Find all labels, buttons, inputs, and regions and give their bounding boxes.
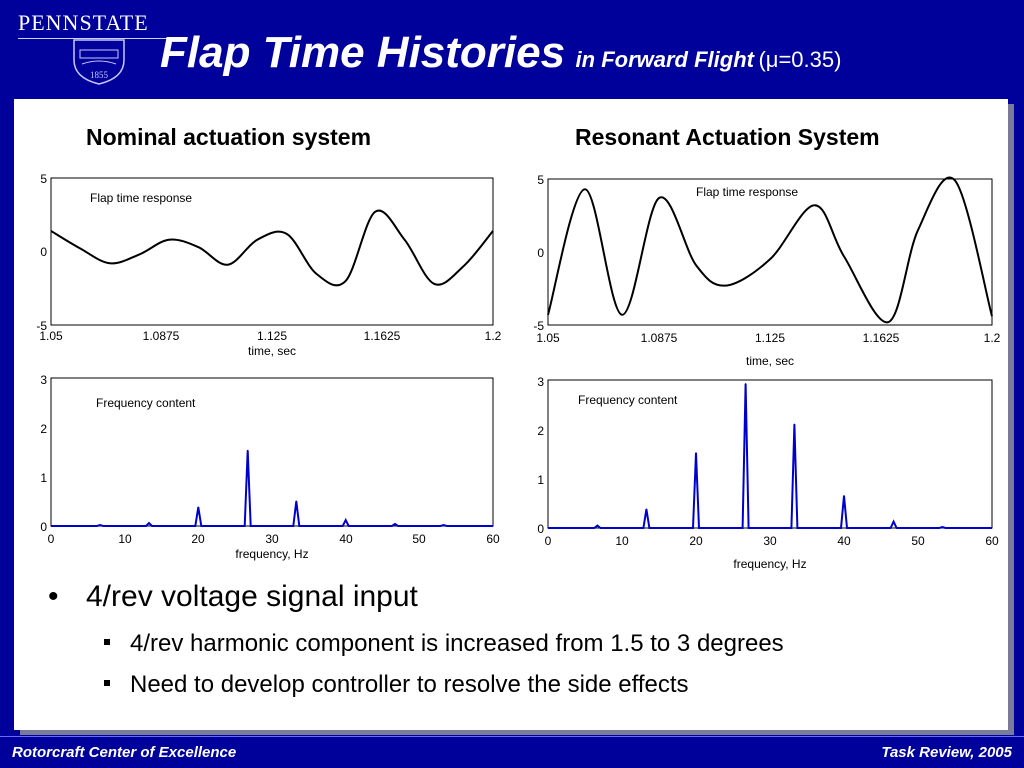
y-tick-label: 5 — [40, 172, 47, 186]
footer-right: Task Review, 2005 — [881, 744, 1012, 761]
bullet-sub: 4/rev harmonic component is increased fr… — [104, 630, 784, 658]
x-tick-label: 0 — [545, 534, 552, 548]
spectrum-peak — [295, 500, 298, 503]
spectrum-peak — [99, 524, 101, 526]
x-tick-label: 30 — [265, 532, 279, 546]
frequency-spectrum-line — [548, 383, 992, 529]
y-tick-label: 0 — [537, 522, 544, 536]
x-tick-label: 10 — [118, 532, 132, 546]
spectrum-peak — [442, 524, 445, 526]
title-param-open: ( — [758, 47, 766, 72]
left-freq-plot: Frequency content 3 2 1 0 0 10 20 30 40 … — [40, 373, 500, 561]
y-tick-label: 3 — [40, 373, 47, 387]
x-tick-label: 1.1625 — [364, 329, 401, 343]
freq-annotation: Frequency content — [96, 396, 196, 410]
spectrum-peak — [744, 383, 747, 385]
time-annotation: Flap time response — [90, 191, 192, 205]
y-tick-label: 2 — [40, 422, 47, 436]
bullet-main-text: 4/rev voltage signal input — [86, 580, 418, 613]
right-time-plot: Flap time response 5 0 -5 1.05 1.0875 1.… — [533, 173, 1001, 368]
spectrum-peak — [695, 452, 697, 454]
x-tick-label: 1.0875 — [641, 331, 678, 345]
spectrum-peak — [148, 522, 150, 524]
spectrum-peak — [941, 526, 944, 528]
y-tick-label: 0 — [537, 246, 544, 260]
x-tick-label: 60 — [985, 534, 999, 548]
frequency-spectrum-line — [51, 450, 493, 527]
y-tick-label: 0 — [40, 245, 47, 259]
x-tick-label: 20 — [689, 534, 703, 548]
footer-left: Rotorcraft Center of Excellence — [12, 744, 237, 761]
time-response-line — [547, 176, 993, 324]
logo-text: PENNSTATE — [18, 10, 149, 35]
spectrum-peak — [246, 449, 249, 452]
bullet-square-icon — [104, 638, 110, 645]
bullet-sub: Need to develop controller to resolve th… — [104, 671, 689, 699]
footer-divider — [0, 736, 1024, 737]
x-axis-label: time, sec — [248, 344, 296, 358]
left-time-plot: Flap time response 5 0 -5 1.05 1.0875 1.… — [36, 172, 502, 358]
y-tick-label: 0 — [40, 520, 47, 534]
right-freq-plot: Frequency content 3 2 1 0 0 10 20 30 40 … — [537, 375, 999, 571]
x-tick-label: 50 — [911, 534, 925, 548]
spectrum-peak — [645, 508, 648, 511]
x-tick-label: 50 — [412, 532, 426, 546]
x-tick-label: 30 — [763, 534, 777, 548]
plot-frame — [547, 178, 993, 326]
x-tick-label: 40 — [837, 534, 851, 548]
logo-year: 1855 — [90, 70, 109, 80]
x-tick-label: 1.05 — [536, 331, 560, 345]
y-tick-label: 2 — [537, 424, 544, 438]
plot-frame — [50, 377, 494, 527]
y-tick-label: -5 — [533, 319, 544, 333]
spectrum-peak — [793, 423, 796, 426]
spectrum-peak — [843, 495, 845, 497]
bullet-sub-text: 4/rev harmonic component is increased fr… — [130, 630, 784, 657]
time-annotation: Flap time response — [696, 185, 798, 199]
bullet-square-icon — [104, 679, 110, 686]
title-main: Flap Time Histories — [160, 28, 566, 77]
x-tick-label: 60 — [486, 532, 500, 546]
title-param-value: =0.35) — [778, 47, 842, 72]
logo-divider — [18, 38, 178, 39]
right-heading: Resonant Actuation System — [575, 124, 880, 150]
plot-frame — [547, 379, 993, 529]
y-tick-label: 1 — [40, 471, 47, 485]
x-tick-label: 20 — [191, 532, 205, 546]
bullet-dot-icon: • — [48, 580, 59, 613]
y-tick-label: 3 — [537, 375, 544, 389]
x-tick-label: 1.2 — [485, 329, 502, 343]
x-tick-label: 1.1625 — [863, 331, 900, 345]
x-axis-label: frequency, Hz — [733, 557, 806, 571]
spectrum-peak — [596, 524, 599, 527]
x-tick-label: 1.2 — [984, 331, 1001, 345]
plot-frame — [50, 177, 494, 326]
x-tick-label: 0 — [48, 532, 55, 546]
x-tick-label: 1.05 — [39, 329, 63, 343]
bullet-sub-text: Need to develop controller to resolve th… — [130, 671, 689, 698]
x-tick-label: 1.125 — [755, 331, 785, 345]
spectrum-peak — [344, 519, 347, 521]
y-tick-label: 1 — [537, 473, 544, 487]
time-response-line — [50, 209, 494, 287]
bullet-main: • 4/rev voltage signal input — [48, 580, 418, 614]
title-param-mu: μ — [765, 47, 779, 72]
x-tick-label: 1.125 — [257, 329, 287, 343]
x-tick-label: 40 — [339, 532, 353, 546]
left-heading: Nominal actuation system — [86, 124, 372, 150]
page-title: Flap Time Histories in Forward Flight (μ… — [160, 28, 1010, 88]
x-tick-label: 10 — [615, 534, 629, 548]
pennstate-logo: PENNSTATE 1855 — [18, 6, 178, 86]
title-subtitle: in Forward Flight — [575, 47, 754, 72]
shield-icon: 1855 — [73, 39, 125, 85]
spectrum-peak — [394, 523, 396, 525]
y-tick-label: -5 — [36, 319, 47, 333]
x-axis-label: time, sec — [746, 354, 794, 368]
spectrum-peak — [892, 520, 895, 523]
x-tick-label: 1.0875 — [143, 329, 180, 343]
freq-annotation: Frequency content — [578, 393, 678, 407]
spectrum-peak — [197, 506, 200, 509]
x-axis-label: frequency, Hz — [235, 547, 308, 561]
y-tick-label: 5 — [537, 173, 544, 187]
